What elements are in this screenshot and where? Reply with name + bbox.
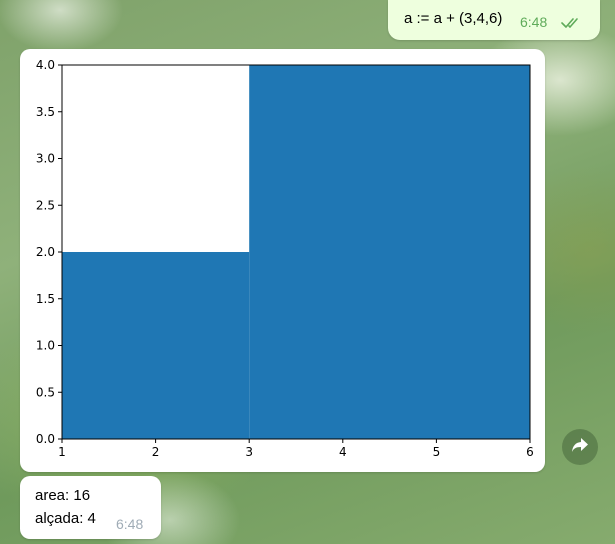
x-tick-label-5: 6 [526, 445, 534, 459]
forward-arrow-icon [571, 437, 589, 457]
y-tick-label-8: 4.0 [36, 58, 55, 72]
y-tick-label-6: 3.0 [36, 152, 55, 166]
message-line-area: area: 16 [35, 487, 91, 504]
message-line-height: alçada: 4 [35, 510, 96, 527]
x-tick-label-2: 3 [245, 445, 253, 459]
outgoing-message-bubble[interactable]: a := a + (3,4,6) 6:48 [388, 0, 600, 40]
x-tick-label-3: 4 [339, 445, 347, 459]
y-tick-label-4: 2.0 [36, 245, 55, 259]
bar-0 [62, 252, 250, 439]
double-check-icon [561, 15, 583, 34]
x-tick-label-4: 5 [433, 445, 441, 459]
outgoing-message-time: 6:48 [520, 14, 548, 30]
forward-button[interactable] [562, 429, 598, 465]
bar-1 [249, 65, 530, 439]
y-tick-label-1: 0.5 [36, 385, 55, 399]
x-tick-label-1: 2 [152, 445, 160, 459]
y-tick-label-7: 3.5 [36, 105, 55, 119]
x-tick-label-0: 1 [58, 445, 66, 459]
outgoing-message-text: a := a + (3,4,6) [404, 10, 503, 27]
incoming-message-time: 6:48 [116, 516, 144, 532]
y-tick-label-2: 1.0 [36, 339, 55, 353]
y-tick-label-3: 1.5 [36, 292, 55, 306]
y-tick-label-5: 2.5 [36, 198, 55, 212]
incoming-message-bubble[interactable]: area: 16 alçada: 4 6:48 [20, 476, 161, 539]
y-tick-label-0: 0.0 [36, 432, 55, 446]
bar-chart: 1 2 3 4 5 6 0.0 0.5 1.0 1.5 2.0 2.5 3.0 3.5 4.0 [36, 58, 534, 459]
chart-image-message[interactable]: 1 2 3 4 5 6 0.0 0.5 1.0 1.5 2.0 2.5 3.0 3.5 4.0 [20, 49, 545, 472]
